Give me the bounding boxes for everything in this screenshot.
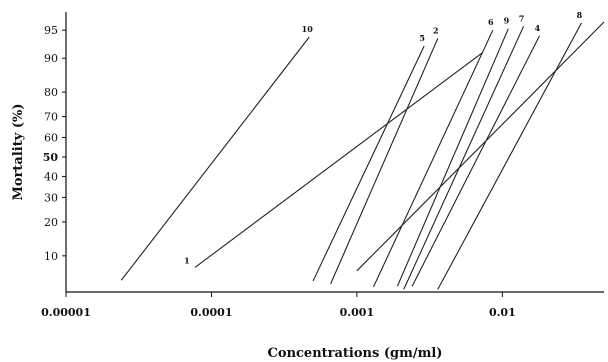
x-tick-label: 0.00001 bbox=[41, 306, 91, 319]
series-label-7: 7 bbox=[519, 13, 525, 23]
series-line-2 bbox=[330, 38, 439, 285]
series-label-6: 6 bbox=[488, 17, 494, 27]
series-line-4 bbox=[411, 35, 540, 287]
series-line-1 bbox=[194, 52, 483, 268]
series-line-8 bbox=[437, 22, 582, 290]
series-label-10: 10 bbox=[302, 24, 314, 34]
y-tick-label: 80 bbox=[44, 86, 58, 99]
series-line-7 bbox=[403, 26, 525, 290]
y-tick-label: 40 bbox=[44, 171, 58, 184]
y-tick-label: 10 bbox=[44, 250, 58, 263]
series-labels: 12345678910 bbox=[184, 10, 583, 266]
series-label-2: 2 bbox=[433, 25, 439, 35]
x-tick-label: 0.0001 bbox=[190, 306, 232, 319]
series-line-6 bbox=[372, 29, 494, 288]
series-lines bbox=[120, 21, 605, 290]
series-line-3 bbox=[356, 21, 605, 272]
series-label-8: 8 bbox=[577, 10, 583, 20]
x-tick-label: 0.001 bbox=[340, 306, 374, 319]
y-tick-label: 70 bbox=[44, 111, 58, 124]
y-tick-label: 90 bbox=[44, 52, 58, 65]
x-axis-title: Concentrations (gm/ml) bbox=[268, 346, 443, 361]
series-line-5 bbox=[312, 45, 425, 282]
x-ticks: 0.00001 0.0001 0.001 0.01 bbox=[41, 292, 516, 319]
series-label-4: 4 bbox=[535, 23, 541, 33]
series-label-9: 9 bbox=[504, 16, 510, 26]
series-label-1: 1 bbox=[184, 255, 190, 265]
y-tick-label: 60 bbox=[44, 131, 58, 144]
axes bbox=[65, 12, 604, 293]
series-line-10 bbox=[120, 36, 310, 281]
y-axis-title: Mortality (%) bbox=[11, 104, 26, 201]
y-tick-label: 95 bbox=[44, 24, 58, 37]
series-label-5: 5 bbox=[419, 33, 425, 43]
y-ticks: 10 20 30 40 50 60 70 80 90 95 bbox=[43, 24, 66, 263]
y-tick-label: 50 bbox=[43, 151, 59, 164]
y-tick-label: 20 bbox=[44, 216, 58, 229]
x-tick-label: 0.01 bbox=[489, 306, 516, 319]
series-line-9 bbox=[396, 28, 509, 287]
y-tick-label: 30 bbox=[44, 191, 58, 204]
